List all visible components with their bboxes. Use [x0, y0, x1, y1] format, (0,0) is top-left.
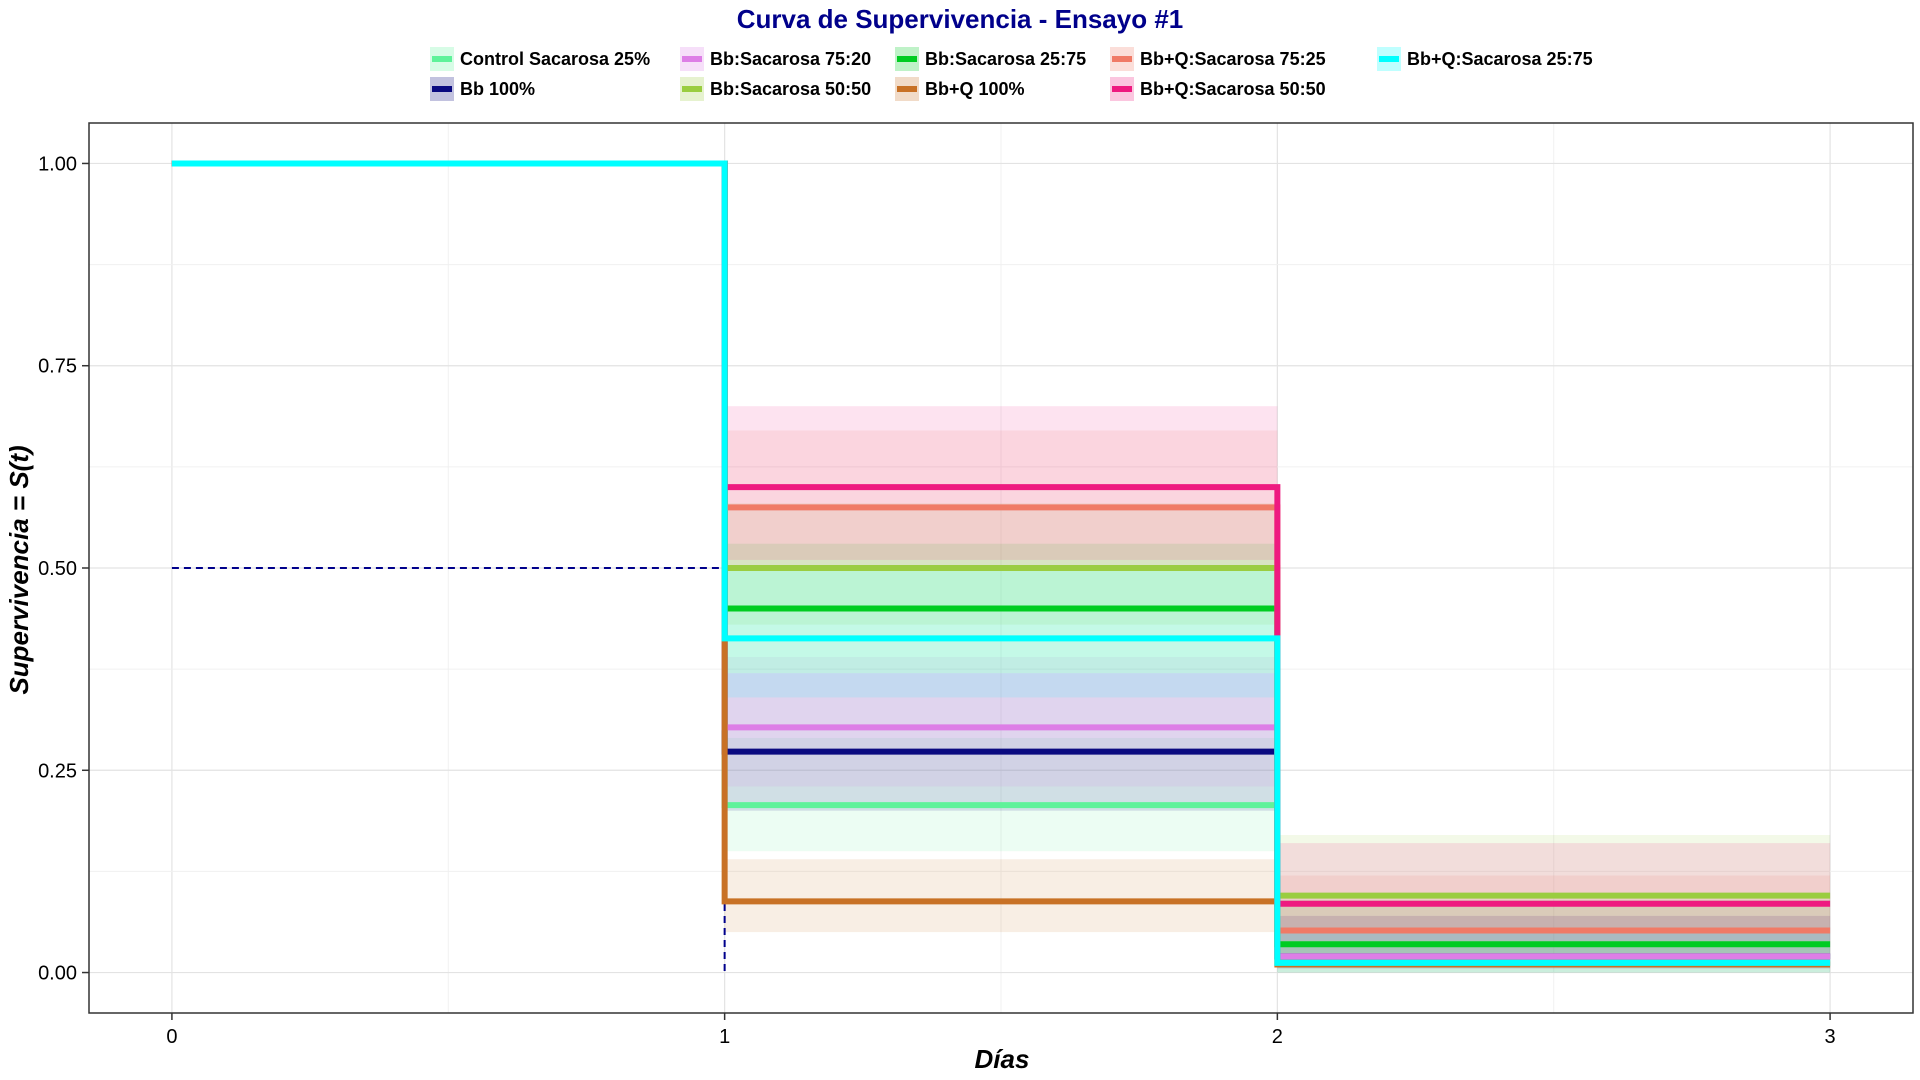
- y-tick-label: 0.00: [38, 963, 77, 985]
- confidence-band: [724, 430, 1278, 568]
- x-tick-label: 3: [1825, 1026, 1836, 1048]
- confidence-band: [724, 503, 1278, 625]
- x-tick-label: 2: [1272, 1026, 1283, 1048]
- x-axis-title: Días: [975, 1044, 1030, 1074]
- legend-item: Bb:Sacarosa 50:50: [680, 76, 871, 102]
- confidence-band: [1277, 835, 1831, 933]
- legend-swatch: [1110, 77, 1134, 101]
- legend-item: Bb+Q:Sacarosa 25:75: [1377, 46, 1593, 72]
- confidence-band: [724, 859, 1278, 933]
- legend-swatch: [1110, 47, 1134, 71]
- survival-lines: [171, 160, 1831, 968]
- legend-item: Bb:Sacarosa 75:20: [680, 46, 871, 72]
- chart-title: Curva de Supervivencia - Ensayo #1: [736, 4, 1184, 34]
- legend-swatch: [430, 47, 454, 71]
- confidence-band: [724, 673, 1278, 811]
- legend-swatch: [895, 77, 919, 101]
- legend-swatch: [1377, 47, 1401, 71]
- legend-item: Bb:Sacarosa 25:75: [895, 46, 1086, 72]
- legend-label: Bb+Q:Sacarosa 75:25: [1140, 48, 1326, 69]
- legend-swatch: [895, 47, 919, 71]
- y-tick-label: 1.00: [38, 153, 77, 175]
- legend-item: Bb+Q 100%: [895, 76, 1025, 102]
- legend-label: Bb 100%: [460, 78, 536, 99]
- legend-item: Bb+Q:Sacarosa 50:50: [1110, 76, 1326, 102]
- legend-swatch: [680, 47, 704, 71]
- confidence-band: [724, 737, 1278, 852]
- legend-item: Bb 100%: [430, 76, 535, 102]
- y-axis-title: Supervivencia = S(t): [4, 445, 34, 694]
- legend-label: Bb:Sacarosa 75:20: [710, 48, 872, 69]
- legend-item: Bb+Q:Sacarosa 75:25: [1110, 46, 1326, 72]
- median-line: [171, 567, 726, 973]
- legend-label: Bb+Q:Sacarosa 50:50: [1140, 78, 1326, 99]
- y-tick-label: 0.50: [38, 558, 77, 580]
- legend-label: Bb:Sacarosa 50:50: [710, 78, 872, 99]
- y-tick-label: 0.75: [38, 356, 77, 378]
- legend-swatch: [430, 77, 454, 101]
- x-tick-label: 1: [719, 1026, 730, 1048]
- legend-label: Bb:Sacarosa 25:75: [925, 48, 1087, 69]
- confidence-band: [1277, 843, 1831, 941]
- axes: 0 1 2 3 0.00 0.25 0.50 0.75 1.00: [38, 122, 1914, 1048]
- legend-label: Control Sacarosa 25%: [460, 48, 651, 69]
- legend-swatch: [680, 77, 704, 101]
- confidence-band: [724, 406, 1278, 560]
- legend-item: Control Sacarosa 25%: [430, 46, 650, 72]
- x-tick-label: 0: [166, 1026, 177, 1048]
- legend: Control Sacarosa 25% Bb 100% Bb:Sacarosa 7…: [430, 46, 1630, 106]
- survival-line: [171, 160, 1831, 966]
- legend-label: Bb+Q 100%: [925, 78, 1025, 99]
- confidence-band: [724, 657, 1278, 787]
- legend-label: Bb+Q:Sacarosa 25:75: [1407, 48, 1593, 69]
- confidence-band: [724, 568, 1278, 698]
- y-tick-label: 0.25: [38, 760, 77, 782]
